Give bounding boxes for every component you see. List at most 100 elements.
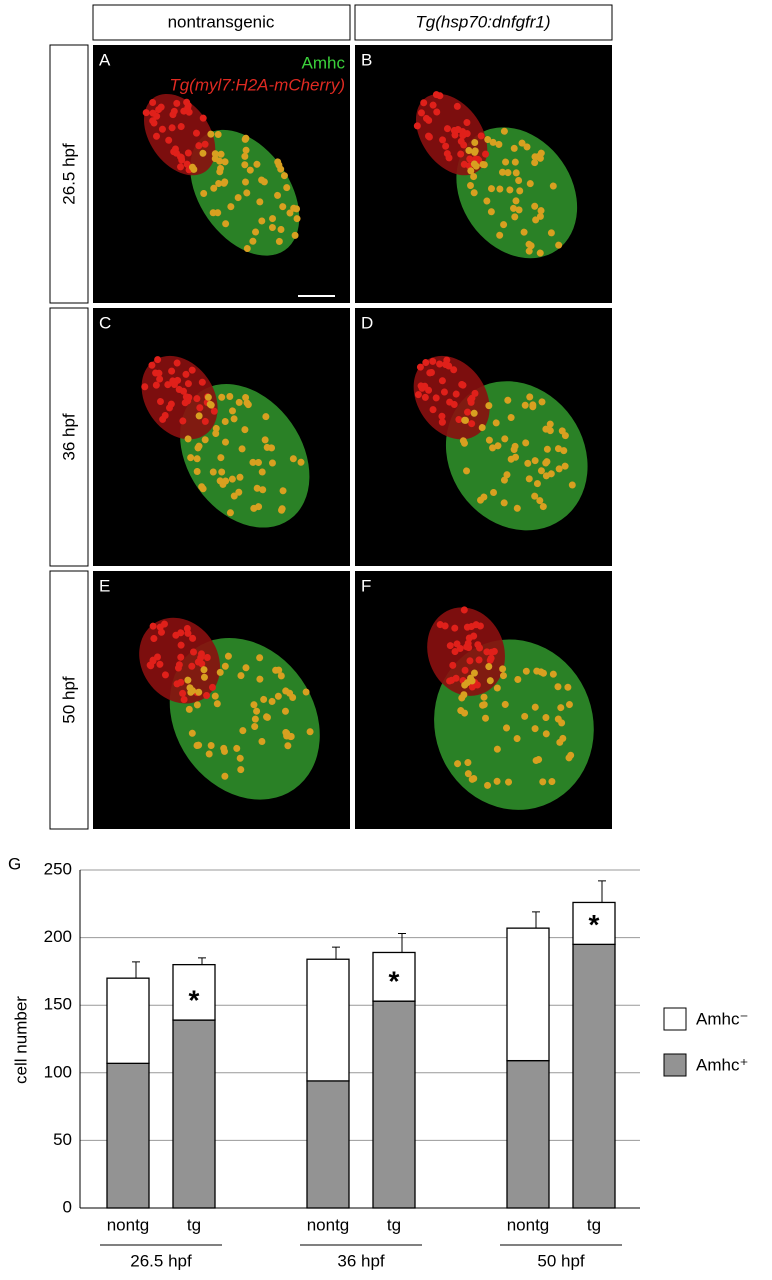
heart — [139, 617, 320, 800]
legend-label: Amhc⁻ — [696, 1009, 748, 1028]
row-label: 36 hpf — [59, 413, 78, 461]
nucleus — [157, 103, 165, 111]
nucleus — [242, 394, 250, 402]
nucleus — [498, 168, 506, 176]
error-bar — [598, 880, 606, 903]
nucleus — [291, 231, 299, 239]
nucleus — [293, 215, 301, 223]
nucleus — [542, 472, 550, 480]
nucleus — [281, 707, 289, 715]
nucleus — [413, 122, 421, 130]
nucleus — [149, 622, 157, 630]
nucleus — [293, 205, 301, 213]
nucleus — [533, 667, 541, 675]
nucleus — [471, 148, 479, 156]
nucleus — [557, 704, 565, 712]
nucleus — [175, 385, 183, 393]
nucleus — [425, 116, 433, 124]
nucleus — [464, 408, 472, 416]
nucleus — [449, 661, 457, 669]
nucleus — [520, 228, 528, 236]
nucleus — [183, 625, 191, 633]
nucleus — [524, 459, 532, 467]
nucleus — [209, 468, 217, 476]
nucleus — [554, 683, 562, 691]
nucleus — [142, 109, 150, 117]
nucleus — [531, 492, 539, 500]
nucleus — [153, 112, 161, 120]
nucleus — [199, 114, 207, 122]
nucleus — [443, 125, 451, 133]
nucleus — [485, 402, 493, 410]
nucleus — [531, 703, 539, 711]
nucleus — [226, 509, 234, 517]
row-label: 50 hpf — [59, 676, 78, 724]
nucleus — [187, 454, 195, 462]
nucleus — [297, 458, 305, 466]
nucleus — [183, 98, 191, 106]
row-box — [49, 570, 89, 830]
nucleus — [221, 418, 229, 426]
nucleus — [268, 224, 276, 232]
bar-segment — [372, 1000, 416, 1209]
nucleus — [289, 693, 297, 701]
nucleus — [500, 127, 508, 135]
nucleus — [205, 750, 213, 758]
nucleus — [458, 694, 466, 702]
panel-letter: A — [99, 50, 111, 69]
nucleus — [161, 671, 169, 679]
bar-segment — [306, 958, 350, 1082]
nucleus — [542, 459, 550, 467]
nucleus — [470, 173, 478, 181]
nucleus — [452, 674, 460, 682]
nucleus — [195, 688, 203, 696]
nucleus — [184, 435, 192, 443]
x-tick-label: tg — [387, 1215, 401, 1234]
nucleus — [454, 760, 462, 768]
nucleus — [168, 124, 176, 132]
nucleus — [452, 390, 460, 398]
ventricle — [456, 127, 578, 259]
nucleus — [169, 377, 177, 385]
heart — [142, 93, 301, 256]
nucleus — [499, 672, 507, 680]
nucleus — [428, 368, 436, 376]
nucleus — [185, 108, 193, 116]
nucleus — [523, 143, 531, 151]
nucleus — [251, 715, 259, 723]
nucleus — [505, 778, 513, 786]
nucleus — [565, 754, 573, 762]
nucleus — [518, 139, 526, 147]
y-tick-label: 100 — [44, 1062, 72, 1081]
nucleus — [187, 688, 195, 696]
nucleus — [177, 163, 185, 171]
nucleus — [468, 420, 476, 428]
nucleus — [503, 471, 511, 479]
nucleus — [531, 153, 539, 161]
nucleus — [558, 719, 566, 727]
row-label: 26.5 hpf — [59, 143, 78, 205]
nucleus — [200, 666, 208, 674]
nucleus — [152, 369, 160, 377]
bar-segment — [106, 1062, 150, 1209]
nucleus — [259, 486, 267, 494]
bar-segment — [306, 1080, 350, 1209]
nucleus — [147, 662, 155, 670]
nucleus — [197, 654, 205, 662]
x-tick-label: tg — [587, 1215, 601, 1234]
significance-mark: * — [389, 966, 400, 997]
nucleus — [242, 664, 250, 672]
nucleus — [214, 130, 222, 138]
nucleus — [433, 108, 441, 116]
nucleus — [554, 445, 562, 453]
nucleus — [539, 669, 547, 677]
nucleus — [512, 169, 520, 177]
nucleus — [154, 356, 162, 364]
nucleus — [193, 395, 201, 403]
nucleus — [514, 675, 522, 683]
nucleus — [221, 772, 229, 780]
nucleus — [243, 245, 251, 253]
nucleus — [212, 424, 220, 432]
nucleus — [536, 497, 544, 505]
nucleus — [226, 392, 234, 400]
